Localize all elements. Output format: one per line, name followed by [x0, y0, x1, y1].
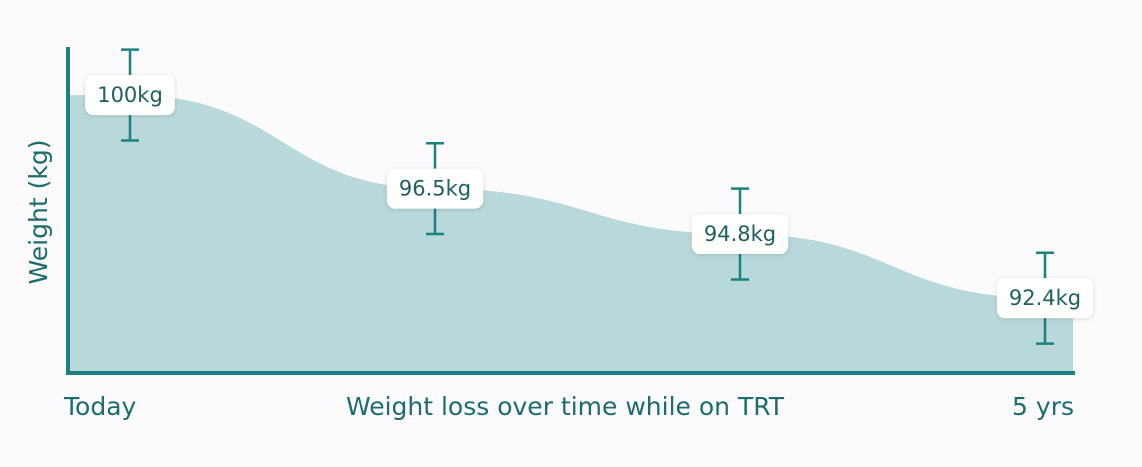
x-end-label: 5 yrs: [1012, 392, 1074, 421]
value-label-box: [996, 278, 1094, 319]
value-label-text: 92.4kg: [1009, 286, 1081, 310]
x-start-label: Today: [63, 392, 137, 421]
value-label-box: [85, 75, 175, 116]
value-label-text: 94.8kg: [704, 222, 776, 246]
value-label-box: [386, 168, 484, 209]
value-label: 96.5kg: [386, 168, 484, 209]
value-label: 92.4kg: [996, 278, 1094, 319]
y-axis-label: Weight (kg): [24, 140, 53, 285]
axis-lines: [66, 47, 1075, 375]
value-label-box: [691, 214, 789, 255]
x-axis-label: Weight loss over time while on TRT: [346, 392, 785, 421]
value-label: 94.8kg: [691, 214, 789, 255]
area: [68, 95, 1073, 373]
value-label-text: 100kg: [97, 83, 163, 107]
value-label: 100kg: [85, 75, 175, 116]
value-label-text: 96.5kg: [399, 177, 471, 201]
